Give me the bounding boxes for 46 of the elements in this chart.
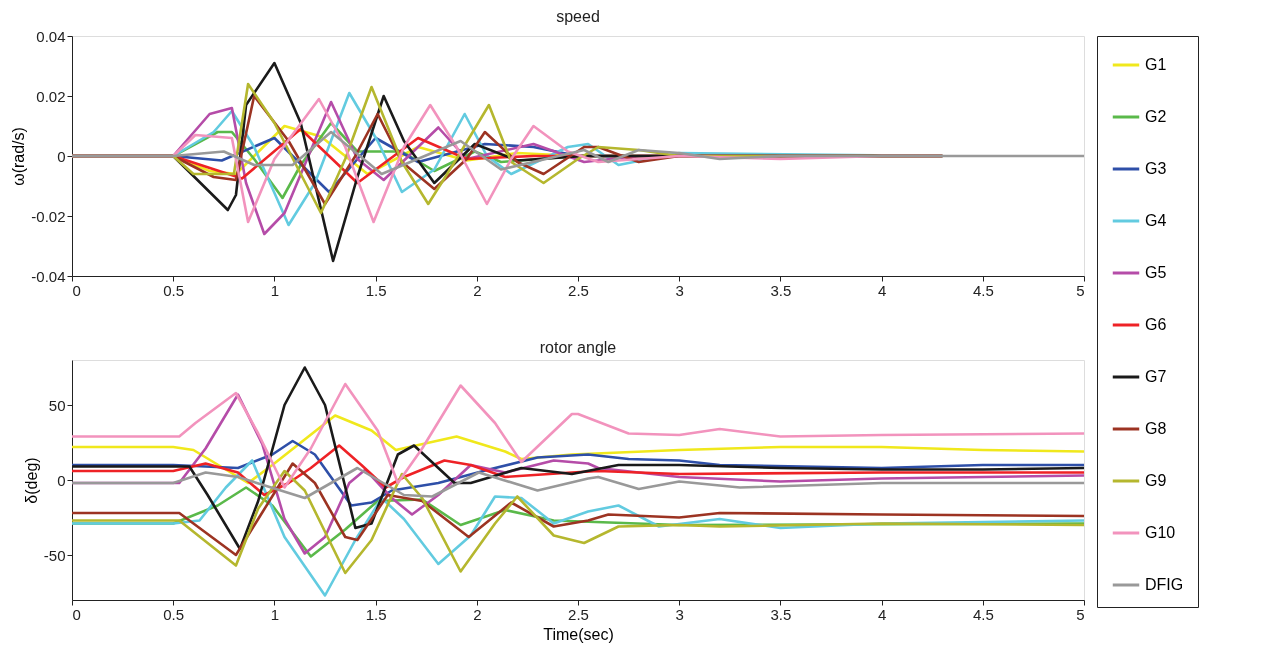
y-axis-title: δ(deg) bbox=[22, 457, 40, 504]
x-tick-label: 1.5 bbox=[365, 281, 387, 299]
x-tick-label: 0 bbox=[72, 605, 81, 623]
chart-title: rotor angle bbox=[539, 339, 617, 356]
x-tick-label: 2.5 bbox=[568, 605, 589, 623]
legend-label: G3 bbox=[1145, 160, 1167, 177]
x-tick-label: 1 bbox=[270, 605, 280, 623]
y-tick-label: 0.02 bbox=[36, 87, 66, 105]
x-tick-label: 3 bbox=[675, 281, 684, 299]
legend-label: G6 bbox=[1145, 316, 1167, 333]
x-tick-label: 0.5 bbox=[163, 281, 185, 299]
legend-label: G7 bbox=[1145, 368, 1167, 385]
x-tick-label: 5 bbox=[1076, 605, 1085, 623]
x-tick-label: 1 bbox=[270, 281, 280, 299]
x-tick-label: 4.5 bbox=[972, 605, 994, 623]
legend-label: DFIG bbox=[1145, 576, 1184, 593]
legend-label: G1 bbox=[1145, 56, 1167, 73]
legend-label: G10 bbox=[1145, 524, 1176, 541]
y-tick-label: -0.04 bbox=[31, 267, 66, 285]
x-tick-label: 0 bbox=[72, 281, 81, 299]
x-tick-label: 4 bbox=[877, 281, 887, 299]
x-tick-label: 4.5 bbox=[972, 281, 994, 299]
legend-label: G4 bbox=[1145, 212, 1167, 229]
legend-label: G9 bbox=[1145, 472, 1167, 489]
chart-title: speed bbox=[556, 8, 600, 25]
x-tick-label: 3.5 bbox=[770, 605, 792, 623]
legend-label: G8 bbox=[1145, 420, 1167, 437]
y-tick-label: -0.02 bbox=[31, 207, 66, 225]
y-tick-label: -50 bbox=[43, 546, 66, 564]
y-axis-title: ω(rad/s) bbox=[10, 127, 28, 186]
x-tick-label: 0.5 bbox=[163, 605, 185, 623]
x-tick-label: 2 bbox=[473, 605, 482, 623]
x-tick-label: 2.5 bbox=[568, 281, 589, 299]
x-tick-label: 1.5 bbox=[365, 605, 387, 623]
x-tick-label: 3.5 bbox=[770, 281, 792, 299]
y-tick-label: 0 bbox=[57, 147, 66, 165]
y-tick-label: 0.04 bbox=[36, 27, 66, 45]
legend-label: G5 bbox=[1145, 264, 1167, 281]
x-tick-label: 3 bbox=[675, 605, 684, 623]
x-axis-title: Time(sec) bbox=[543, 625, 614, 643]
y-tick-label: 50 bbox=[48, 396, 66, 414]
x-tick-label: 5 bbox=[1076, 281, 1085, 299]
y-tick-label: 0 bbox=[57, 471, 66, 489]
x-tick-label: 2 bbox=[473, 281, 482, 299]
legend-label: G2 bbox=[1145, 108, 1167, 125]
x-tick-label: 4 bbox=[877, 605, 887, 623]
